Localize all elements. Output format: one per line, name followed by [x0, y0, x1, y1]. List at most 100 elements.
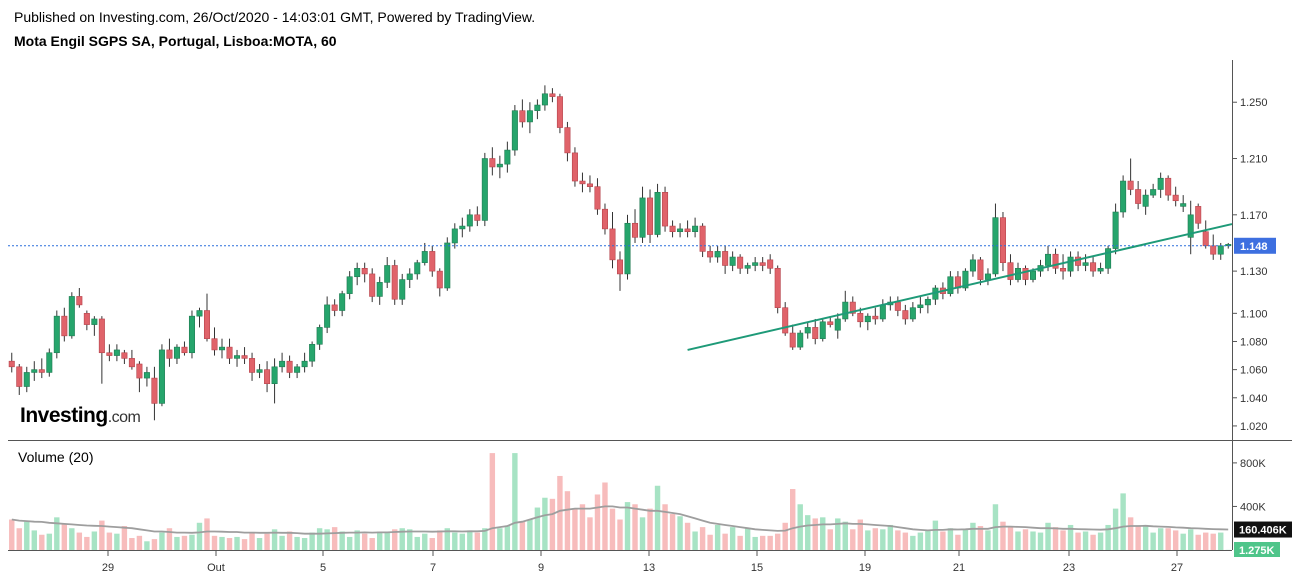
- volume-bar: [835, 518, 841, 550]
- candle-body: [369, 273, 376, 297]
- price-tick-label: 1.100: [1240, 308, 1268, 320]
- candle-body: [459, 225, 466, 230]
- candle-body: [301, 360, 308, 368]
- volume-bar: [729, 527, 736, 550]
- candle-body: [234, 355, 241, 359]
- volume-bar: [955, 534, 961, 550]
- candle-body: [977, 259, 984, 280]
- volume-bar: [737, 535, 743, 550]
- candle-body: [571, 152, 578, 182]
- volume-bar: [369, 538, 375, 550]
- volume-bar: [467, 530, 473, 550]
- volume-bar: [534, 507, 541, 550]
- chart-title: Mota Engil SGPS SA, Portugal, Lisboa:MOT…: [14, 33, 337, 49]
- candle-body: [361, 267, 368, 275]
- candle-body: [1067, 256, 1074, 272]
- volume-bar: [820, 517, 826, 550]
- volume-bar: [174, 536, 180, 550]
- volume-bar: [331, 527, 338, 550]
- candle-body: [677, 228, 684, 233]
- volume-bar: [377, 531, 383, 550]
- volume-bar: [444, 528, 450, 550]
- candle-body: [827, 321, 834, 325]
- volume-bar: [271, 529, 278, 550]
- volume-bar: [707, 534, 713, 550]
- candle-body: [526, 110, 533, 123]
- candle-body: [466, 214, 473, 227]
- candle-body: [196, 310, 203, 317]
- candle-body: [249, 358, 256, 373]
- candle-body: [1090, 262, 1097, 272]
- volume-bar: [151, 539, 158, 550]
- time-tick-label: 5: [320, 562, 326, 574]
- candle-body: [1007, 262, 1014, 280]
- volume-bar: [39, 534, 45, 550]
- volume-bar: [624, 502, 631, 550]
- volume-bar: [542, 497, 548, 550]
- candle-body: [226, 346, 233, 359]
- candle-body: [1157, 177, 1164, 190]
- volume-bar: [790, 489, 796, 550]
- candle-body: [999, 217, 1006, 263]
- candle-body: [376, 282, 383, 297]
- candle-body: [121, 352, 128, 359]
- volume-bar: [1203, 532, 1209, 550]
- candle-body: [594, 186, 601, 210]
- volume-bar: [136, 535, 143, 550]
- volume-bar: [759, 535, 766, 550]
- candle-body: [38, 369, 45, 373]
- candle-body: [1180, 203, 1187, 207]
- candle-body: [692, 225, 699, 233]
- candle-body: [399, 279, 406, 300]
- candle-body: [924, 298, 931, 306]
- volume-bar: [564, 491, 571, 550]
- candle-body: [181, 346, 188, 354]
- time-tick-label: 21: [953, 562, 965, 574]
- volume-bar: [422, 533, 428, 550]
- candle-body: [489, 158, 496, 168]
- candle-body: [699, 225, 706, 252]
- published-note: Published on Investing.com, 26/Oct/2020 …: [14, 9, 536, 25]
- volume-bar: [669, 514, 676, 550]
- volume-bar: [572, 508, 578, 550]
- candle-body: [624, 222, 631, 275]
- candle-body: [136, 363, 143, 379]
- volume-bar: [459, 533, 466, 550]
- volume-bar: [339, 531, 345, 550]
- candle-body: [474, 214, 481, 221]
- candle-body: [767, 259, 774, 269]
- candle-body: [219, 346, 226, 351]
- trendline: [687, 223, 1233, 351]
- volume-bar: [31, 530, 37, 550]
- volume-bar: [602, 482, 608, 550]
- volume-bar: [241, 539, 248, 550]
- volume-bar: [1105, 524, 1111, 550]
- volume-bar: [594, 494, 601, 550]
- candle-body: [46, 352, 53, 373]
- candle-body: [864, 315, 871, 323]
- volume-bar: [144, 541, 150, 550]
- volume-bar: [61, 523, 68, 550]
- volume-bar: [1172, 530, 1179, 550]
- volume-bar: [497, 528, 503, 550]
- volume-bar: [482, 528, 488, 550]
- volume-bar: [512, 453, 518, 550]
- volume-bar: [384, 532, 390, 550]
- volume-bar: [1165, 528, 1171, 550]
- candle-body: [286, 360, 293, 373]
- candle-body: [158, 349, 165, 404]
- volume-bar: [549, 498, 556, 550]
- candle-body: [1150, 189, 1157, 196]
- volume-bar: [895, 530, 901, 550]
- candle-body: [519, 110, 526, 123]
- volume-bar: [880, 529, 886, 550]
- volume-tick-label: 400K: [1240, 501, 1266, 513]
- volume-bar: [872, 528, 879, 550]
- volume-bar: [279, 535, 285, 550]
- volume-bar: [1060, 530, 1066, 550]
- volume-label: Volume (20): [18, 449, 94, 465]
- volume-bar: [692, 531, 698, 550]
- volume-bar: [917, 532, 924, 550]
- candle-body: [586, 183, 593, 187]
